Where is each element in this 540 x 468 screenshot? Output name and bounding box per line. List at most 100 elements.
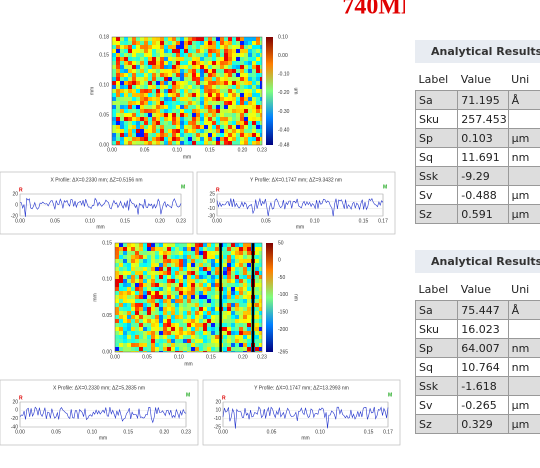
height-cell [147, 303, 151, 307]
height-cell [119, 323, 123, 327]
height-cell [115, 275, 119, 279]
height-cell [211, 323, 215, 327]
height-cell [223, 335, 227, 339]
height-cell [256, 85, 260, 89]
height-cell [115, 339, 119, 343]
height-cell [188, 97, 192, 101]
height-cell [248, 133, 252, 137]
height-cell [208, 133, 212, 137]
height-cell [132, 77, 136, 81]
marker-m: M [388, 392, 392, 398]
height-cell [132, 45, 136, 49]
height-cell [248, 97, 252, 101]
height-cell [124, 85, 128, 89]
height-cell [243, 259, 247, 263]
y-tick-label: 0.00 [99, 142, 109, 148]
height-cell [151, 279, 155, 283]
height-cell [248, 141, 252, 145]
height-cell [176, 41, 180, 45]
height-cell [223, 295, 227, 299]
height-cell [148, 121, 152, 125]
height-cell [224, 109, 228, 113]
height-cell [147, 323, 151, 327]
height-cell [208, 109, 212, 113]
height-cell [228, 133, 232, 137]
height-cell [144, 97, 148, 101]
height-cell [140, 101, 144, 105]
height-cell [151, 327, 155, 331]
height-cell [164, 81, 168, 85]
height-cell [168, 45, 172, 49]
height-cell [124, 49, 128, 53]
height-cell [167, 327, 171, 331]
height-cell [140, 89, 144, 93]
height-cell [247, 327, 251, 331]
height-cell [140, 37, 144, 41]
height-cell [235, 287, 239, 291]
height-cell [127, 327, 131, 331]
height-cell [236, 45, 240, 49]
height-cell [172, 45, 176, 49]
height-cell [168, 73, 172, 77]
height-cell [132, 93, 136, 97]
height-cell [164, 85, 168, 89]
height-cell [131, 343, 135, 347]
height-cell [252, 137, 256, 141]
height-cell [252, 65, 256, 69]
height-cell [152, 73, 156, 77]
height-cell [124, 133, 128, 137]
height-cell [259, 275, 262, 279]
height-cell [179, 295, 183, 299]
height-cell [120, 61, 124, 65]
height-cell [164, 93, 168, 97]
height-cell [119, 351, 123, 352]
height-cell [120, 85, 124, 89]
height-cell [260, 141, 262, 145]
height-cell [135, 327, 139, 331]
height-cell [160, 129, 164, 133]
height-cell [231, 243, 235, 247]
height-cell [188, 61, 192, 65]
height-cell [164, 89, 168, 93]
height-cell [164, 97, 168, 101]
height-cell [196, 125, 200, 129]
height-cell [160, 53, 164, 57]
y-tick-label: 0 [15, 202, 18, 208]
height-cell [207, 295, 211, 299]
height-cell [160, 37, 164, 41]
height-cell [196, 101, 200, 105]
height-cell [160, 73, 164, 77]
height-cell [127, 299, 131, 303]
figure: 740MPa 0.180.150.100.050.000.000.050.100… [0, 0, 405, 446]
height-cell [247, 279, 251, 283]
height-cell [131, 283, 135, 287]
height-cell [163, 311, 167, 315]
cell: 0.591 [457, 204, 509, 224]
x-tick-label: 0.00 [110, 354, 120, 360]
height-cell [128, 85, 132, 89]
height-cell [216, 69, 220, 73]
height-cell [235, 291, 239, 295]
height-cell [116, 49, 120, 53]
height-cell [252, 113, 256, 117]
height-cell [140, 97, 144, 101]
height-cell [143, 259, 147, 263]
height-cell [256, 49, 260, 53]
height-cell [220, 45, 224, 49]
height-cell [112, 125, 116, 129]
height-cell [143, 347, 147, 351]
height-cell [147, 331, 151, 335]
height-cell [255, 255, 259, 259]
height-cell [244, 117, 248, 121]
height-cell [128, 117, 132, 121]
height-cell [216, 57, 220, 61]
height-cell [239, 251, 243, 255]
cell: Å [507, 300, 540, 320]
height-cell [132, 61, 136, 65]
height-cell [200, 129, 204, 133]
height-cell [199, 291, 203, 295]
height-cell [123, 295, 127, 299]
height-cell [208, 77, 212, 81]
height-cell [244, 57, 248, 61]
height-cell [247, 347, 251, 351]
